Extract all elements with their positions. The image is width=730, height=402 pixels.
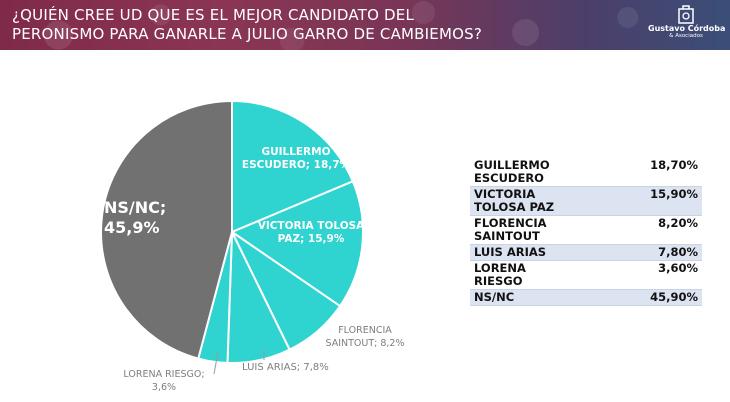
logo-name: Gustavo Córdoba — [648, 24, 726, 33]
header-banner: ¿QUIÉN CREE UD QUE ES EL MEJOR CANDIDATO… — [0, 0, 730, 50]
table-percentage: 15,90% — [650, 187, 698, 201]
pie-slice — [229, 180, 364, 308]
table-percentage: 8,20% — [658, 216, 698, 230]
table-candidate-name: VICTORIA TOLOSA PAZ — [474, 187, 555, 214]
pie-leader-line — [213, 351, 219, 375]
title-line-1: ¿QUIÉN CREE UD QUE ES EL MEJOR CANDIDATO… — [12, 6, 415, 24]
logo-subtitle: & Asociados — [669, 33, 703, 39]
pie-slice-label: FLORENCIA SAINTOUT; 8,2% — [325, 325, 405, 349]
table-candidate-name: LORENA RIESGO — [474, 261, 526, 288]
pie-slice — [231, 99, 355, 234]
table-row: VICTORIA TOLOSA PAZ 15,90% — [470, 187, 702, 216]
table-percentage: 18,70% — [650, 158, 698, 172]
pie-slice-label: LORENA RIESGO; 3,6% — [123, 369, 205, 393]
table-row: GUILLERMO ESCUDERO 18,70% — [470, 158, 702, 187]
page-title: ¿QUIÉN CREE UD QUE ES EL MEJOR CANDIDATO… — [12, 6, 572, 44]
table-candidate-name: FLORENCIA SAINTOUT — [474, 216, 547, 243]
company-logo: Gustavo Córdoba & Asociados — [648, 4, 726, 46]
pie-slice-label: GUILLERMO ESCUDERO; 18,7% — [241, 146, 351, 171]
pie-slice — [100, 99, 233, 360]
table-candidate-name: LUIS ARIAS — [474, 245, 547, 259]
table-row: NS/NC 45,90% — [470, 290, 702, 306]
table-candidate-name: NS/NC — [474, 290, 515, 304]
table-row: LORENA RIESGO 3,60% — [470, 261, 702, 290]
pie-slice-label: LUIS ARIAS; 7,8% — [242, 362, 329, 373]
table-percentage: 7,80% — [658, 245, 698, 259]
pie-slice-label: NS/NC; 45,9% — [104, 198, 167, 237]
table-percentage: 3,60% — [658, 261, 698, 275]
logo-icon — [678, 5, 694, 24]
table-percentage: 45,90% — [650, 290, 698, 304]
pie-slice-label: VICTORIA TOLOSA PAZ; 15,9% — [257, 220, 365, 245]
table-candidate-name: GUILLERMO ESCUDERO — [474, 158, 550, 185]
title-line-2: PERONISMO PARA GANARLE A JULIO GARRO DE … — [12, 25, 483, 43]
table-row: LUIS ARIAS 7,80% — [470, 245, 702, 261]
table-row: FLORENCIA SAINTOUT 8,20% — [470, 216, 702, 245]
results-table: GUILLERMO ESCUDERO 18,70% VICTORIA TOLOSA PA… — [470, 158, 702, 306]
